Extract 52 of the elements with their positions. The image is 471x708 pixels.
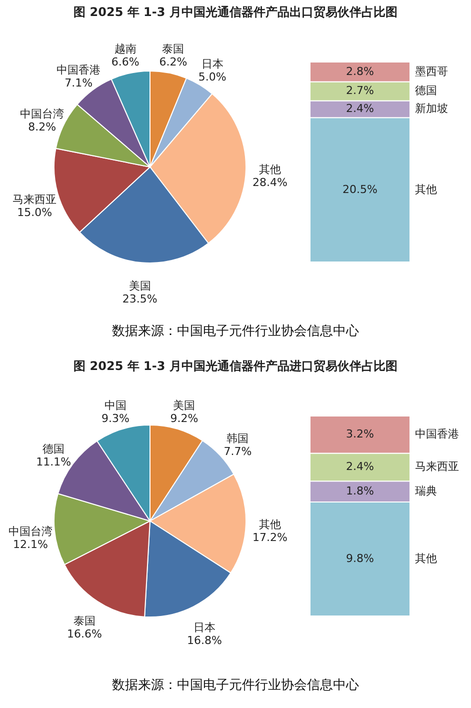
series-label: 其他 (415, 182, 437, 196)
series-label: 德国 (415, 84, 437, 98)
data-label: 16.6% (66, 628, 102, 641)
chart-title: 图 2025 年 1-3 月中国光通信器件产品出口贸易伙伴占比图 (72, 4, 398, 21)
data-label: 2.8% (346, 64, 374, 78)
slice-label: 德国 (42, 442, 65, 456)
series-label: 中国香港 (415, 428, 459, 441)
data-label: 2.7% (346, 84, 374, 98)
data-label: 2.4% (346, 102, 374, 116)
data-label: 11.1% (36, 456, 72, 469)
data-label: 17.2% (252, 530, 288, 544)
data-label: 7.7% (224, 445, 252, 458)
slice-label: 中国香港 (56, 64, 101, 77)
data-label: 23.5% (122, 292, 158, 306)
source-note: 数据来源：中国电子元件行业协会信息中心 (111, 323, 360, 341)
data-label: 1.8% (346, 484, 374, 498)
source-note: 数据来源：中国电子元件行业协会信息中心 (111, 677, 360, 695)
data-label: 20.5% (342, 182, 378, 196)
slice-label: 美国 (173, 398, 196, 412)
series-label: 其他 (415, 552, 437, 566)
data-label: 15.0% (17, 206, 52, 219)
data-label: 2.4% (346, 460, 374, 474)
data-label: 8.2% (28, 120, 56, 134)
slice-label: 中国 (104, 399, 126, 412)
slice-label: 马来西亚 (12, 192, 57, 206)
slice-label: 中国台湾 (8, 524, 52, 538)
series-label: 马来西亚 (415, 460, 459, 474)
data-label: 3.2% (346, 428, 374, 441)
slice-label: 中国台湾 (20, 108, 64, 121)
slice-label: 日本 (201, 57, 224, 70)
data-label: 12.1% (13, 538, 48, 551)
slice-label: 日本 (193, 620, 216, 634)
data-label: 9.3% (101, 412, 130, 426)
series-label: 墨西哥 (415, 64, 448, 78)
slice-label: 越南 (114, 42, 136, 56)
slice-label: 泰国 (73, 614, 96, 628)
data-label: 6.2% (159, 55, 188, 68)
data-label: 6.6% (111, 56, 140, 69)
slice-label: 美国 (128, 280, 151, 293)
slice-label: 泰国 (162, 42, 184, 56)
data-label: 7.1% (64, 76, 93, 90)
data-label: 16.8% (187, 634, 222, 647)
data-label: 5.0% (198, 70, 226, 84)
slice-label: 其他 (258, 518, 281, 531)
data-label: 9.8% (346, 552, 374, 566)
series-label: 新加坡 (415, 102, 448, 116)
data-label: 28.4% (252, 176, 288, 190)
data-label: 9.2% (170, 412, 198, 425)
slice-label: 韩国 (226, 432, 249, 446)
slice-label: 其他 (258, 163, 281, 176)
chart-title: 图 2025 年 1-3 月中国光通信器件产品进口贸易伙伴占比图 (72, 358, 398, 375)
series-label: 瑞典 (415, 484, 437, 498)
